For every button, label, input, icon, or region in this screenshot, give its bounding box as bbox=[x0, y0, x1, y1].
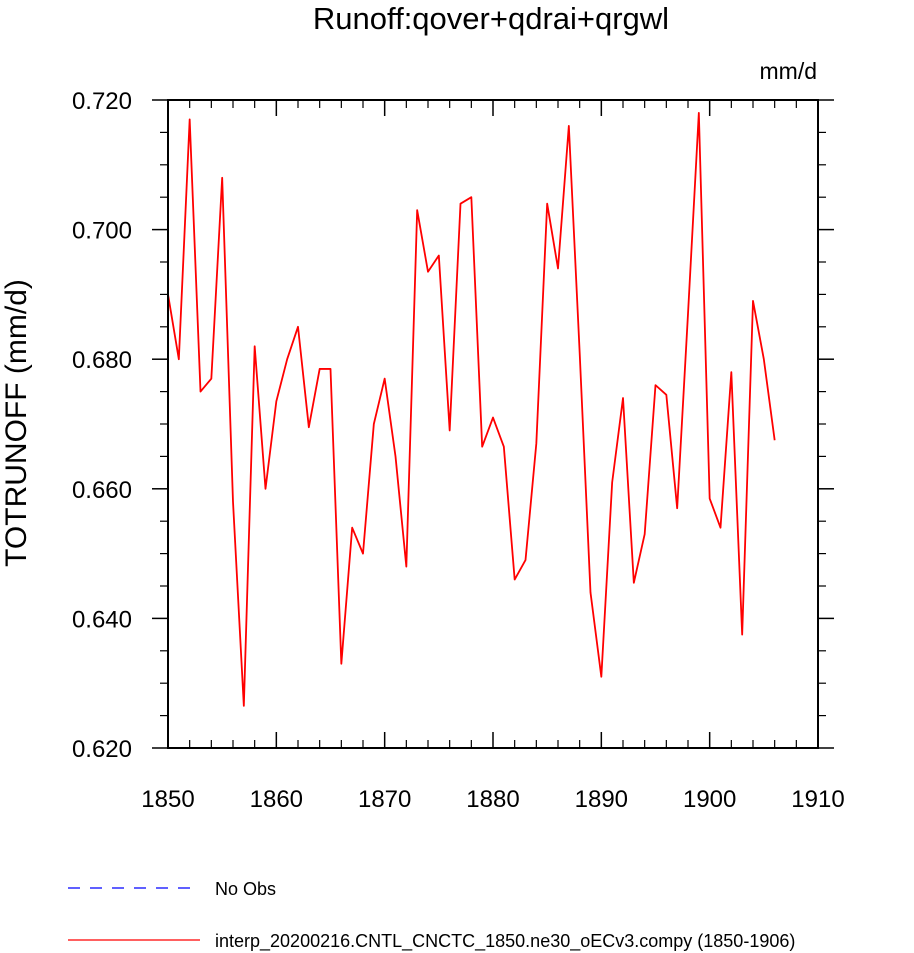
x-tick-label: 1910 bbox=[791, 786, 844, 813]
units-label: mm/d bbox=[760, 58, 818, 84]
legend-label-no-obs: No Obs bbox=[215, 879, 276, 899]
series-layer bbox=[167, 112, 776, 707]
x-tick-label: 1890 bbox=[575, 786, 628, 813]
y-tick-label: 0.680 bbox=[72, 347, 132, 374]
y-tick-label: 0.660 bbox=[72, 477, 132, 504]
y-axis-label: TOTRUNOFF (mm/d) bbox=[0, 279, 33, 567]
y-tick-label: 0.720 bbox=[72, 88, 132, 115]
plot-frame bbox=[167, 99, 819, 749]
axis-tick-labels: 1850 1860 1870 1880 1890 1900 1910 0.620 0.640 0.… bbox=[72, 88, 845, 813]
x-tick-label: 1850 bbox=[141, 786, 194, 813]
x-tick-label: 1880 bbox=[466, 786, 519, 813]
x-tick-label: 1900 bbox=[683, 786, 736, 813]
chart-title: Runoff:qover+qdrai+qrgwl bbox=[313, 1, 669, 36]
series-line-0 bbox=[167, 112, 776, 707]
y-tick-label: 0.620 bbox=[72, 736, 132, 763]
legend: No Obs interp_20200216.CNTL_CNCTC_1850.n… bbox=[68, 879, 795, 952]
legend-label-model: interp_20200216.CNTL_CNCTC_1850.ne30_oEC… bbox=[215, 931, 795, 952]
y-tick-label: 0.700 bbox=[72, 218, 132, 245]
x-tick-label: 1870 bbox=[358, 786, 411, 813]
x-tick-label: 1860 bbox=[250, 786, 303, 813]
axis-ticks bbox=[152, 99, 834, 749]
y-tick-label: 0.640 bbox=[72, 606, 132, 633]
